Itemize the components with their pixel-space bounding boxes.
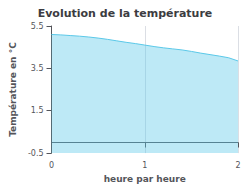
svg-text:1: 1 bbox=[142, 161, 147, 170]
svg-text:0: 0 bbox=[49, 161, 54, 170]
svg-text:2: 2 bbox=[235, 161, 240, 170]
svg-text:1.5: 1.5 bbox=[31, 106, 44, 115]
svg-text:-0.5: -0.5 bbox=[28, 149, 44, 158]
svg-text:3.5: 3.5 bbox=[31, 64, 44, 73]
svg-text:Evolution de la température: Evolution de la température bbox=[38, 7, 213, 20]
svg-text:Température en °C: Température en °C bbox=[8, 42, 18, 137]
svg-text:heure par heure: heure par heure bbox=[104, 174, 186, 184]
svg-text:5.5: 5.5 bbox=[31, 22, 44, 31]
